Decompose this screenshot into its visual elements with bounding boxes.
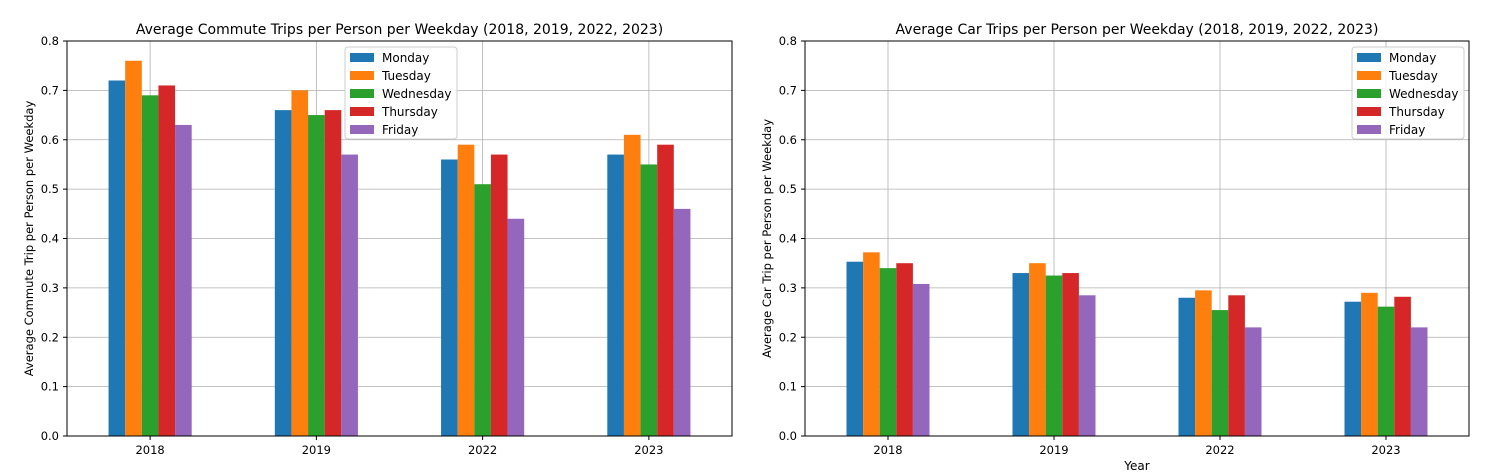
y-tick-label: 0.8 [779, 34, 797, 48]
bar-monday-2022 [441, 159, 458, 436]
bar-wednesday-2022 [474, 184, 491, 436]
bar-friday-2023 [1410, 327, 1428, 436]
y-tick-label: 0.2 [779, 330, 797, 344]
y-tick-label: 0.5 [41, 182, 59, 196]
legend-swatch-thursday [1357, 107, 1381, 116]
bar-thursday-2019 [1062, 273, 1079, 436]
bar-wednesday-2019 [308, 115, 325, 436]
legend-label-wednesday: Wednesday [1389, 87, 1458, 101]
y-axis-label: Average Commute Trip per Person per Week… [22, 101, 36, 377]
bar-thursday-2018 [896, 263, 913, 436]
bar-wednesday-2018 [879, 268, 897, 436]
bar-monday-2022 [1178, 297, 1196, 436]
bar-wednesday-2019 [1045, 275, 1063, 436]
bar-friday-2023 [673, 208, 691, 436]
legend-swatch-monday [350, 53, 374, 62]
legend-label-thursday: Thursday [381, 105, 438, 119]
y-tick-label: 0.0 [41, 429, 59, 443]
bar-tuesday-2018 [863, 252, 880, 436]
bar-friday-2019 [1078, 295, 1096, 436]
bar-wednesday-2018 [141, 95, 159, 436]
chart-1: 0.0 0.1 0.2 0.3 0.4 0.5 0.6 0.7 0.8 2018 2019 2022 2… [22, 22, 733, 457]
bar-tuesday-2022 [457, 144, 475, 436]
y-tick-label: 0.7 [779, 83, 797, 97]
y-tick-label: 0.3 [779, 281, 797, 295]
legend-swatch-monday [1357, 53, 1381, 62]
bar-tuesday-2023 [623, 134, 641, 436]
legend-swatch-wednesday [1357, 89, 1381, 98]
legend-label-tuesday: Tuesday [381, 69, 431, 83]
bar-friday-2022 [1244, 327, 1262, 436]
y-tick-label: 0.8 [41, 34, 59, 48]
legend-swatch-friday [350, 125, 374, 134]
bar-tuesday-2018 [125, 60, 142, 436]
bar-thursday-2022 [1228, 295, 1245, 436]
legend-swatch-friday [1357, 125, 1381, 134]
bar-thursday-2023 [1394, 296, 1411, 436]
y-tick-label: 0.1 [41, 380, 59, 394]
x-tick-label: 2019 [1039, 443, 1068, 457]
legend-label-thursday: Thursday [1388, 105, 1445, 119]
bar-friday-2018 [175, 124, 192, 436]
y-tick-label: 0.1 [779, 380, 797, 394]
bar-monday-2019 [1012, 273, 1030, 436]
bar-friday-2018 [912, 283, 930, 436]
y-axis-label: Average Car Trip per Person per Weekday [760, 119, 774, 358]
legend-label-monday: Monday [382, 51, 429, 65]
bar-thursday-2022 [490, 154, 508, 436]
legend-label-friday: Friday [382, 123, 418, 137]
chart-title: Average Commute Trips per Person per Wee… [136, 22, 663, 38]
legend: Monday Tuesday Wednesday Thursday Friday [1351, 46, 1465, 140]
y-tick-label: 0.6 [41, 133, 59, 147]
bar-monday-2018 [846, 261, 864, 436]
bar-monday-2023 [607, 154, 624, 436]
bar-wednesday-2022 [1211, 310, 1229, 436]
bar-thursday-2023 [657, 144, 674, 436]
x-tick-label: 2022 [468, 443, 497, 457]
legend-swatch-tuesday [350, 71, 374, 80]
legend-swatch-thursday [350, 107, 374, 116]
bar-thursday-2019 [324, 110, 342, 436]
bar-monday-2018 [108, 80, 126, 436]
x-tick-label: 2018 [135, 443, 164, 457]
y-tick-label: 0.4 [41, 232, 59, 246]
y-tick-label: 0.2 [41, 330, 59, 344]
legend: Monday Tuesday Wednesday Thursday Friday [344, 46, 458, 140]
x-tick-label: 2023 [634, 443, 663, 457]
y-tick-label: 0.7 [41, 83, 59, 97]
legend-label-friday: Friday [1389, 123, 1425, 137]
y-tick-label: 0.3 [41, 281, 59, 295]
legend-label-monday: Monday [1389, 51, 1436, 65]
legend-label-wednesday: Wednesday [382, 87, 451, 101]
x-tick-label: 2023 [1371, 443, 1400, 457]
y-tick-label: 0.4 [779, 232, 797, 246]
bar-friday-2019 [341, 154, 358, 436]
x-tick-label: 2022 [1205, 443, 1234, 457]
x-axis-label: Year [1123, 459, 1149, 473]
y-tick-label: 0.0 [779, 429, 797, 443]
bar-thursday-2018 [158, 85, 176, 436]
bar-monday-2023 [1344, 301, 1362, 436]
chart-title: Average Car Trips per Person per Weekday… [896, 22, 1379, 38]
bar-tuesday-2023 [1361, 292, 1378, 436]
x-tick-label: 2018 [873, 443, 902, 457]
y-tick-label: 0.6 [779, 133, 797, 147]
bar-monday-2019 [274, 110, 292, 436]
bar-tuesday-2019 [291, 90, 309, 436]
bar-tuesday-2022 [1195, 290, 1212, 436]
chart-2: 0.0 0.1 0.2 0.3 0.4 0.5 0.6 0.7 0.8 2018 2019 2022 2… [760, 22, 1470, 473]
bar-friday-2022 [507, 218, 525, 436]
bar-tuesday-2019 [1029, 263, 1046, 436]
legend-swatch-tuesday [1357, 71, 1381, 80]
y-tick-label: 0.5 [779, 182, 797, 196]
bar-wednesday-2023 [640, 164, 658, 436]
x-tick-label: 2019 [302, 443, 331, 457]
legend-swatch-wednesday [350, 89, 374, 98]
legend-label-tuesday: Tuesday [1388, 69, 1438, 83]
bar-wednesday-2023 [1377, 306, 1395, 436]
